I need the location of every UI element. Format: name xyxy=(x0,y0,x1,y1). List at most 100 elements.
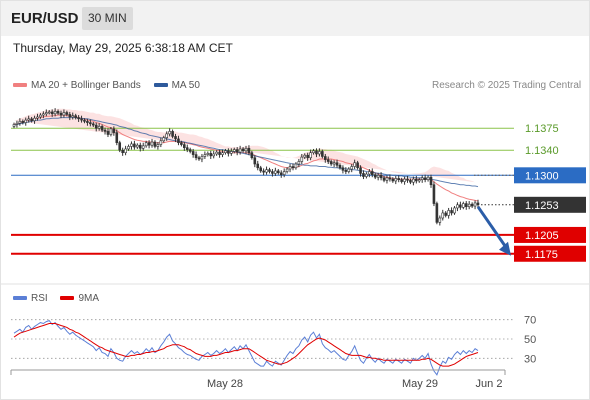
candle-body xyxy=(353,162,356,167)
candle-body xyxy=(403,178,406,182)
candle-body xyxy=(453,207,456,214)
candle xyxy=(409,178,412,185)
candle xyxy=(165,131,169,141)
candle xyxy=(279,170,283,178)
candle xyxy=(147,140,151,149)
candle-body xyxy=(253,157,257,165)
legend-swatch-ma50 xyxy=(153,83,168,88)
candle-body xyxy=(39,114,42,118)
datetime-label: Thursday, May 29, 2025 6:38:18 AM CET xyxy=(13,41,233,55)
candle-body xyxy=(332,162,336,165)
candle-body xyxy=(50,111,54,115)
ma50-line xyxy=(13,117,479,188)
candle xyxy=(291,163,295,171)
candle xyxy=(121,147,124,156)
candle xyxy=(256,160,260,171)
candle xyxy=(200,153,204,163)
candle xyxy=(33,115,36,124)
candle xyxy=(106,128,110,138)
rsi-pane: 30 50 70 xyxy=(11,315,536,376)
candle xyxy=(341,165,345,174)
candle-body xyxy=(388,177,392,180)
candle xyxy=(42,111,45,119)
timeframe-button[interactable]: 30 MIN xyxy=(82,7,133,30)
candle-body xyxy=(370,171,374,175)
candle xyxy=(227,148,230,157)
candle xyxy=(24,117,28,126)
candle-body xyxy=(12,124,16,127)
candle xyxy=(450,207,453,216)
candle xyxy=(441,209,445,221)
candle xyxy=(462,201,465,210)
candle xyxy=(124,145,127,156)
candle-body xyxy=(45,112,48,115)
candle-body xyxy=(415,178,418,182)
candle-body xyxy=(306,154,309,159)
candle-body xyxy=(212,153,215,157)
legend-label-ma9: 9MA xyxy=(78,293,100,304)
candle-body xyxy=(235,149,239,153)
candle-body xyxy=(230,151,233,154)
level-label-1.1300: 1.1300 xyxy=(525,170,559,182)
candle-body xyxy=(394,178,398,182)
candle-body xyxy=(318,151,321,155)
candle xyxy=(138,142,142,152)
candle xyxy=(97,123,101,131)
candle-body xyxy=(121,149,124,154)
candle-body xyxy=(312,150,315,154)
candle xyxy=(268,167,271,174)
candle-body xyxy=(65,112,69,115)
candle-body xyxy=(209,153,213,157)
candle-body xyxy=(24,119,28,123)
candle-body xyxy=(62,112,66,116)
candle xyxy=(459,201,462,210)
candle xyxy=(359,165,362,177)
candle xyxy=(115,129,119,146)
x-tick-label: Jun 2 xyxy=(476,378,503,390)
candle-body xyxy=(100,126,104,131)
candle-body xyxy=(385,177,389,181)
candle-body xyxy=(127,146,130,150)
candle xyxy=(294,162,298,170)
candle-body xyxy=(426,176,430,181)
candle-body xyxy=(438,217,442,223)
candle xyxy=(376,172,380,181)
candle-body xyxy=(259,167,262,172)
level-label-1.1375: 1.1375 xyxy=(525,123,559,135)
candle-body xyxy=(165,133,169,138)
candle xyxy=(50,109,54,117)
candle-body xyxy=(86,121,89,123)
instrument-title: EUR/USD xyxy=(11,10,79,27)
candle-body xyxy=(288,166,292,170)
candle xyxy=(212,150,215,159)
level-label-1.1340: 1.1340 xyxy=(525,145,559,157)
candle xyxy=(130,141,133,150)
x-tick-label: May 28 xyxy=(207,378,243,390)
candle xyxy=(194,151,198,161)
candle-body xyxy=(294,163,298,169)
candle-body xyxy=(265,169,268,173)
candle xyxy=(141,142,145,151)
candle-body xyxy=(197,157,201,160)
candle xyxy=(326,156,330,165)
candle-body xyxy=(382,177,386,181)
level-badge-1.1300 xyxy=(514,167,586,184)
candle xyxy=(309,149,312,161)
candle xyxy=(77,115,80,122)
candle-body xyxy=(71,115,75,118)
candle xyxy=(429,174,433,188)
candle-body xyxy=(141,145,145,149)
candle-body xyxy=(282,171,286,175)
candle xyxy=(370,168,374,178)
candle xyxy=(473,200,477,210)
candle-body xyxy=(130,143,133,147)
candle xyxy=(183,142,186,151)
candle xyxy=(259,165,262,173)
candle-body xyxy=(156,144,160,147)
candle-body xyxy=(133,143,136,148)
candle xyxy=(444,211,447,218)
candle xyxy=(65,110,69,117)
candle xyxy=(435,201,439,225)
candle xyxy=(36,113,39,121)
